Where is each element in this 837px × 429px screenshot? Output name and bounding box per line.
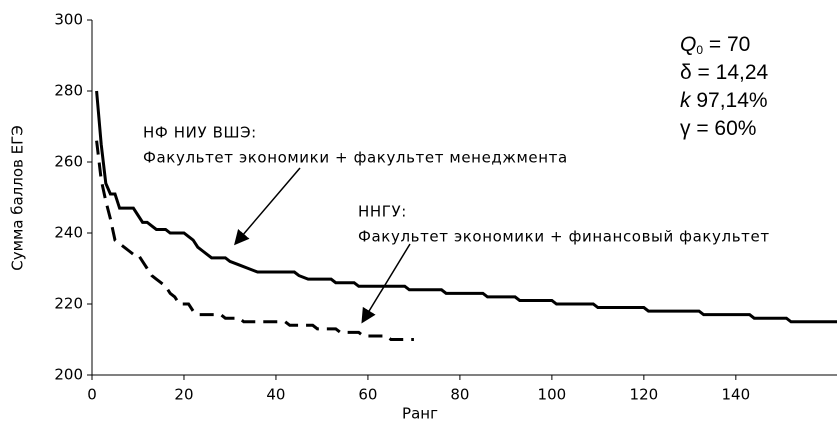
y-axis-label: Сумма баллов ЕГЭ <box>9 125 27 270</box>
parameter: Q0 = 70 <box>680 33 750 58</box>
parameter-symbol: δ <box>680 61 692 84</box>
annotation: ННГУ: <box>358 203 407 221</box>
series-line <box>95 90 837 324</box>
annotation: Факультет экономики + финансовый факульт… <box>358 228 770 246</box>
y-tick-label: 300 <box>54 11 83 29</box>
x-tick-label: 100 <box>538 386 567 404</box>
parameter-subscript: 0 <box>696 43 703 57</box>
x-tick-label: 80 <box>450 386 469 404</box>
parameter-text: 97,14% <box>691 89 768 112</box>
arrow <box>234 167 301 246</box>
parameter: γ = 60% <box>680 117 756 140</box>
parameter-text: = 14,24 <box>692 61 769 84</box>
parameter: k 97,14% <box>680 89 768 112</box>
parameter-text: = 70 <box>703 33 750 56</box>
parameter-symbol: k <box>680 89 692 112</box>
series-line <box>95 140 414 341</box>
x-axis-label: Ранг <box>402 405 438 423</box>
y-tick-label: 280 <box>54 82 83 100</box>
y-tick-label: 260 <box>54 153 83 171</box>
x-tick-label: 20 <box>174 386 193 404</box>
x-tick-label: 60 <box>358 386 377 404</box>
parameter: δ = 14,24 <box>680 61 769 84</box>
x-tick-label: 120 <box>630 386 659 404</box>
parameter-symbol: γ <box>680 117 691 140</box>
annotation: НФ НИУ ВШЭ: <box>143 124 257 142</box>
y-tick-label: 200 <box>54 366 83 384</box>
x-tick-label: 0 <box>87 386 97 404</box>
parameter-symbol: Q <box>680 33 696 56</box>
arrow <box>361 243 411 324</box>
y-tick-label: 240 <box>54 224 83 242</box>
y-tick-label: 220 <box>54 295 83 313</box>
annotation: Факультет экономики + факультет менеджме… <box>143 149 568 167</box>
x-tick-label: 40 <box>266 386 285 404</box>
x-tick-label: 140 <box>722 386 751 404</box>
parameter-text: = 60% <box>691 117 757 140</box>
